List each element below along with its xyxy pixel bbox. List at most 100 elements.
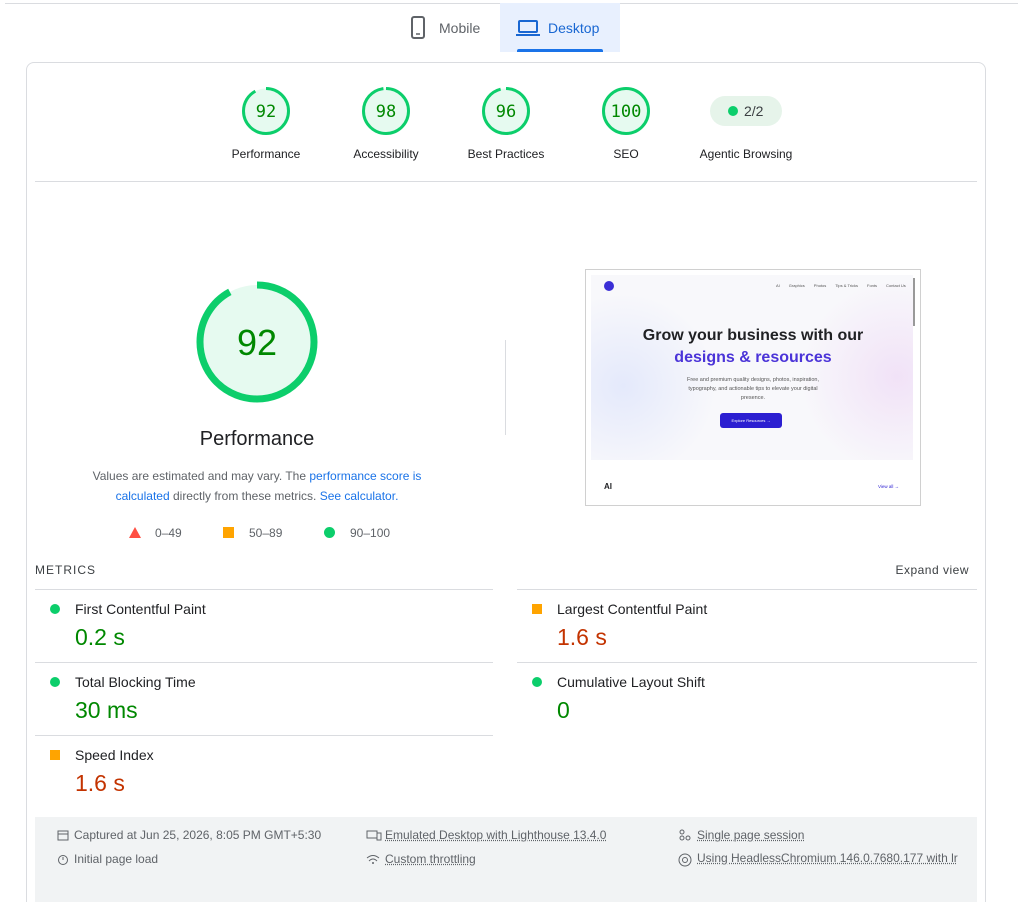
tab-label: Desktop [548,20,600,36]
category-score: 2/2 [744,103,764,119]
average-icon [532,604,542,614]
note-text: Values are estimated and may vary. The [92,469,310,483]
metric-rule [35,589,493,590]
note-text: directly from these metrics. [169,489,320,503]
metric-rule [517,589,977,590]
gauge-score: 92 [237,322,277,363]
mobile-tab[interactable]: Mobile [405,10,495,46]
metric-rule [35,735,493,736]
gauge-bg [363,88,409,134]
chrome-icon [678,853,692,867]
expand-view[interactable]: Expand view [895,563,969,577]
nav-item: Graphics [788,283,805,288]
fail-icon [129,527,141,538]
category-label: Performance [231,147,301,161]
cta-button: Explore Resources → [720,413,782,428]
page-screenshot: AI Graphics Photos Tips & Tricks Fonts Contac… [585,269,921,506]
pass-dot [728,106,738,116]
category-pill: 2/2 [710,96,782,126]
legend-label: 50–89 [249,526,283,540]
gauge-arc [196,281,318,403]
timer-icon [58,855,68,865]
report-card [26,62,986,902]
nav-item: AI [776,283,780,288]
logo [604,281,614,291]
scrollbar [913,278,915,326]
info-link[interactable]: Single page session [697,828,805,842]
gauge-bg [200,285,314,399]
gauge-score: 92 [256,102,276,122]
legend-label: 0–49 [155,526,182,540]
category-gauge: 98 [362,87,410,135]
legend-label: 90–100 [350,526,391,540]
gauge-score: 100 [611,102,642,122]
score-note: Values are estimated and may vary. The p… [77,466,437,506]
metric-name: Largest Contentful Paint [557,601,708,617]
tab-indicator [517,49,603,52]
nav-item: Fonts [867,283,878,288]
metric-value: 0.2 s [75,624,125,650]
run-info: Captured at Jun 25, 2026, 8:05 PM GMT+5:… [35,817,977,902]
devices-icon [366,830,382,841]
pass-icon [324,527,335,538]
info-link[interactable]: Custom throttling [385,852,476,866]
average-icon [223,527,234,538]
gauge-score: 96 [496,102,516,122]
metric-rule [35,662,493,663]
vertical-divider [505,340,506,435]
gauge-score: 98 [376,102,396,122]
note-link[interactable]: See calculator. [319,489,399,503]
average-icon [50,750,60,760]
metric-value: 30 ms [75,697,138,723]
gauge-arc [362,87,410,135]
nav-item: Contact Us [886,283,906,288]
metric-value: 1.6 s [557,624,607,650]
desktop-tab[interactable]: Desktop [500,3,620,52]
wifi-icon [366,855,380,864]
note-link[interactable]: performance score is calculated [115,469,422,503]
hero-text: Free and premium quality designs, photos… [686,377,820,401]
category-gauge: 96 [482,87,530,135]
view-all: View all → [878,484,900,489]
metric-name: Total Blocking Time [75,674,196,690]
calendar-icon [57,830,69,841]
metric-name: Cumulative Layout Shift [557,674,705,690]
pass-icon [50,604,60,614]
metrics-heading: METRICS [35,563,96,577]
nav-item: Tips & Tricks [835,283,858,288]
metric-value: 1.6 s [75,770,125,796]
gauge-arc [482,87,530,135]
session-icon [679,829,691,841]
category-label: Best Practices [467,147,545,161]
headline: designs & resources [674,349,832,366]
category-label: SEO [613,147,639,161]
info-text: Initial page load [74,852,159,866]
laptop-icon [516,20,540,36]
info-link[interactable]: Using HeadlessChromium 146.0.7680.177 wi… [697,851,958,865]
main-gauge: 92 [196,281,318,403]
gauge-arc [242,87,290,135]
gauge-bg [243,88,289,134]
category-label: Accessibility [353,147,419,161]
gauge-bg [483,88,529,134]
metric-name: First Contentful Paint [75,601,206,617]
nav: AI Graphics Photos Tips & Tricks Fonts Contac… [776,283,906,288]
category-gauge: 92 [242,87,290,135]
metric-value: 0 [557,697,570,723]
phone-icon [411,16,425,39]
info-text: Captured at Jun 25, 2026, 8:05 PM GMT+5:… [74,828,322,842]
divider [35,181,977,182]
main-title: Performance [199,428,315,450]
info-link[interactable]: Emulated Desktop with Lighthouse 13.4.0 [385,828,607,842]
nav-item: Photos [813,283,827,288]
section-title: AI [604,482,612,491]
pass-icon [532,677,542,687]
pass-icon [50,677,60,687]
headline: Grow your business with our [642,327,864,344]
category-label: Agentic Browsing [699,147,793,161]
gauge-arc [602,87,650,135]
metric-rule [517,662,977,663]
hero [591,275,913,460]
gauge-bg [603,88,649,134]
